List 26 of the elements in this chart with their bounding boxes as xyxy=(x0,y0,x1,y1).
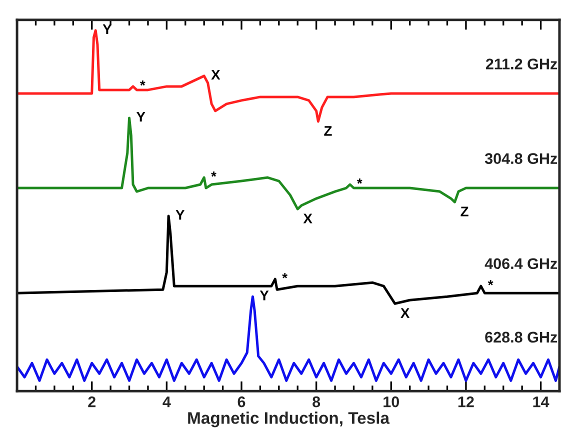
annotation: Y xyxy=(176,210,185,220)
x-axis-title: Magnetic Induction, Tesla xyxy=(188,412,390,428)
annotation: Z xyxy=(460,206,468,216)
annotation: * xyxy=(140,80,146,86)
annotation: X xyxy=(211,70,220,80)
x-tick-label: 14 xyxy=(533,396,550,408)
annotation: * xyxy=(488,280,494,286)
x-tick-label: 6 xyxy=(238,396,246,408)
annotation: Z xyxy=(324,126,332,136)
series-label: 406.4 GHz xyxy=(484,258,558,270)
annotation: X xyxy=(400,308,410,318)
x-tick-label: 4 xyxy=(162,396,171,408)
x-tick-label: 2 xyxy=(88,396,96,408)
series-label: 304.8 GHz xyxy=(484,153,558,164)
series-label: 211.2 GHz xyxy=(486,58,558,70)
annotation: * xyxy=(356,178,362,184)
x-tick-label: 8 xyxy=(312,396,320,408)
annotation: * xyxy=(211,172,216,177)
annotation: Y xyxy=(136,112,146,122)
series-label: 628.8 GHz xyxy=(485,332,558,343)
x-tick-label: 12 xyxy=(458,396,474,408)
x-tick-label: 10 xyxy=(384,396,400,408)
annotation: X xyxy=(303,214,312,224)
annotation: Y xyxy=(260,290,269,300)
annotation: Y xyxy=(102,24,112,34)
annotation: * xyxy=(282,273,288,278)
